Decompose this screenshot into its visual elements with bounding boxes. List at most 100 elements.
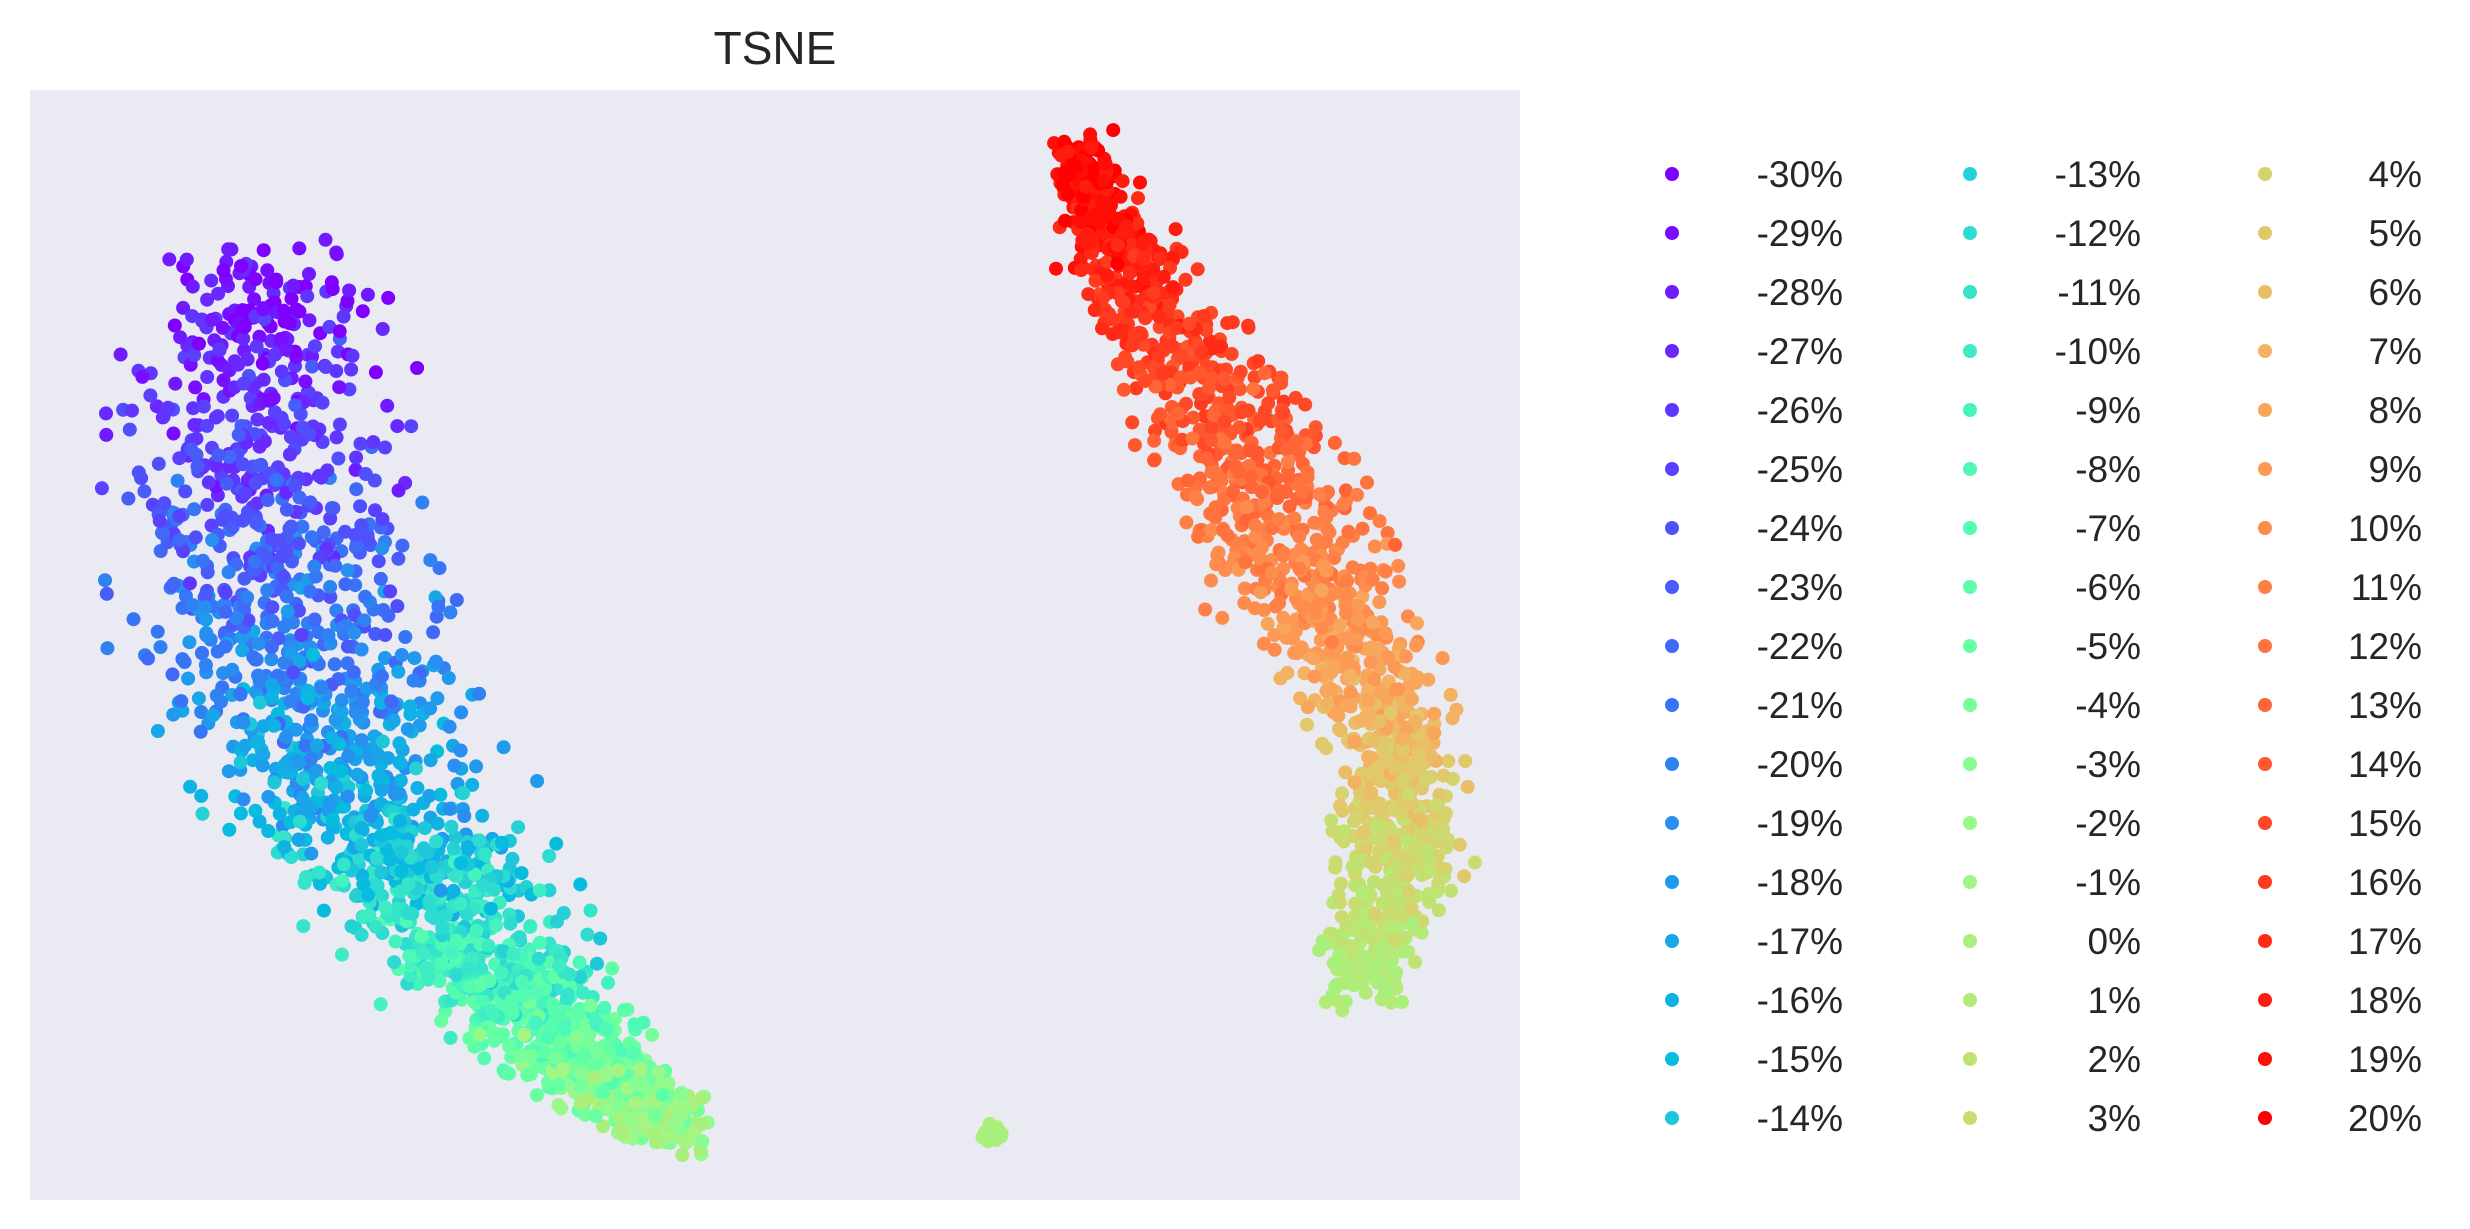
legend-item: -15% (1665, 1039, 1843, 1080)
legend-item: -4% (1963, 685, 2141, 726)
scatter-point (340, 293, 355, 308)
legend-item: 6% (2258, 272, 2422, 313)
scatter-point (200, 497, 215, 512)
scatter-point (575, 985, 590, 1000)
scatter-point (407, 651, 422, 666)
legend-item: -5% (1963, 626, 2141, 667)
scatter-point (344, 919, 359, 934)
scatter-point (477, 1051, 492, 1066)
scatter-point (353, 499, 368, 514)
scatter-point (204, 312, 219, 327)
scatter-point (235, 457, 250, 472)
legend-item: -10% (1963, 331, 2141, 372)
scatter-point (505, 1006, 520, 1021)
scatter-point (304, 530, 319, 545)
scatter-point (233, 755, 248, 770)
scatter-point (156, 409, 171, 424)
scatter-point (390, 419, 405, 434)
legend-label: -5% (2075, 626, 2141, 667)
scatter-point (1115, 174, 1130, 189)
scatter-point (383, 853, 398, 868)
scatter-point (150, 624, 165, 639)
scatter-point (1172, 349, 1187, 364)
legend-marker (2258, 993, 2272, 1007)
scatter-point (1208, 500, 1223, 515)
scatter-point (504, 993, 519, 1008)
scatter-point (431, 599, 446, 614)
scatter-point (596, 1119, 610, 1134)
scatter-point (694, 1091, 709, 1105)
scatter-point (530, 774, 545, 788)
legend-label: 3% (2088, 1098, 2141, 1139)
scatter-point (1349, 809, 1364, 824)
scatter-point (1411, 812, 1426, 827)
scatter-point (252, 674, 267, 689)
scatter-point (1248, 518, 1262, 533)
scatter-point (1383, 706, 1398, 721)
legend-item: 4% (2258, 154, 2422, 195)
scatter-point (1380, 526, 1395, 540)
legend-item: -22% (1665, 626, 1843, 667)
scatter-point (1347, 734, 1362, 749)
legend-marker (1963, 934, 1977, 948)
legend-item: 8% (2258, 390, 2422, 431)
scatter-point (1445, 711, 1460, 726)
scatter-point (318, 232, 333, 247)
scatter-point (1116, 295, 1131, 310)
scatter-point (1175, 432, 1190, 447)
scatter-point (1081, 236, 1096, 251)
scatter-point (449, 967, 464, 982)
scatter-point (225, 520, 240, 535)
scatter-point (344, 684, 359, 698)
scatter-point (493, 965, 508, 980)
scatter-point (288, 398, 303, 413)
scatter-point (674, 1086, 689, 1100)
scatter-point (222, 449, 237, 464)
scatter-point (1300, 470, 1315, 484)
scatter-point (411, 861, 426, 876)
scatter-point (334, 693, 349, 708)
scatter-point (215, 320, 230, 335)
legend-item: -26% (1665, 390, 1843, 431)
scatter-point (1391, 857, 1406, 872)
scatter-point (645, 1027, 659, 1042)
scatter-point (1347, 775, 1362, 790)
scatter-point (261, 789, 276, 804)
scatter-point (620, 1002, 635, 1017)
legend-label: -6% (2075, 567, 2141, 608)
scatter-point (187, 418, 202, 432)
legend-item: -9% (1963, 390, 2141, 431)
scatter-point (1356, 825, 1371, 840)
scatter-point (1431, 903, 1446, 918)
scatter-point (344, 362, 359, 377)
scatter-point (1362, 706, 1377, 721)
scatter-point (438, 908, 453, 923)
legend-item: 9% (2258, 449, 2422, 490)
scatter-point (387, 955, 402, 970)
scatter-point (429, 654, 443, 669)
scatter-point (331, 451, 346, 466)
scatter-point (1116, 382, 1131, 397)
scatter-point (358, 467, 373, 481)
legend-label: -11% (2057, 272, 2141, 313)
scatter-point (1237, 581, 1252, 596)
scatter-point (1348, 908, 1363, 923)
scatter-point (1364, 750, 1379, 765)
scatter-point (250, 496, 264, 511)
scatter-point (1375, 581, 1390, 596)
scatter-point (1088, 273, 1103, 288)
scatter-point (204, 273, 219, 288)
scatter-point (1336, 497, 1351, 512)
scatter-point (626, 1046, 641, 1061)
scatter-point (323, 590, 338, 605)
scatter-point (198, 587, 213, 602)
legend-item: 11% (2258, 567, 2422, 608)
scatter-point (249, 735, 264, 750)
scatter-point (401, 877, 416, 892)
legend-marker (1665, 580, 1679, 594)
scatter-point (1429, 798, 1444, 813)
scatter-point (235, 513, 250, 528)
scatter-point (514, 866, 529, 881)
scatter-point (256, 243, 271, 258)
scatter-point (1100, 255, 1114, 270)
